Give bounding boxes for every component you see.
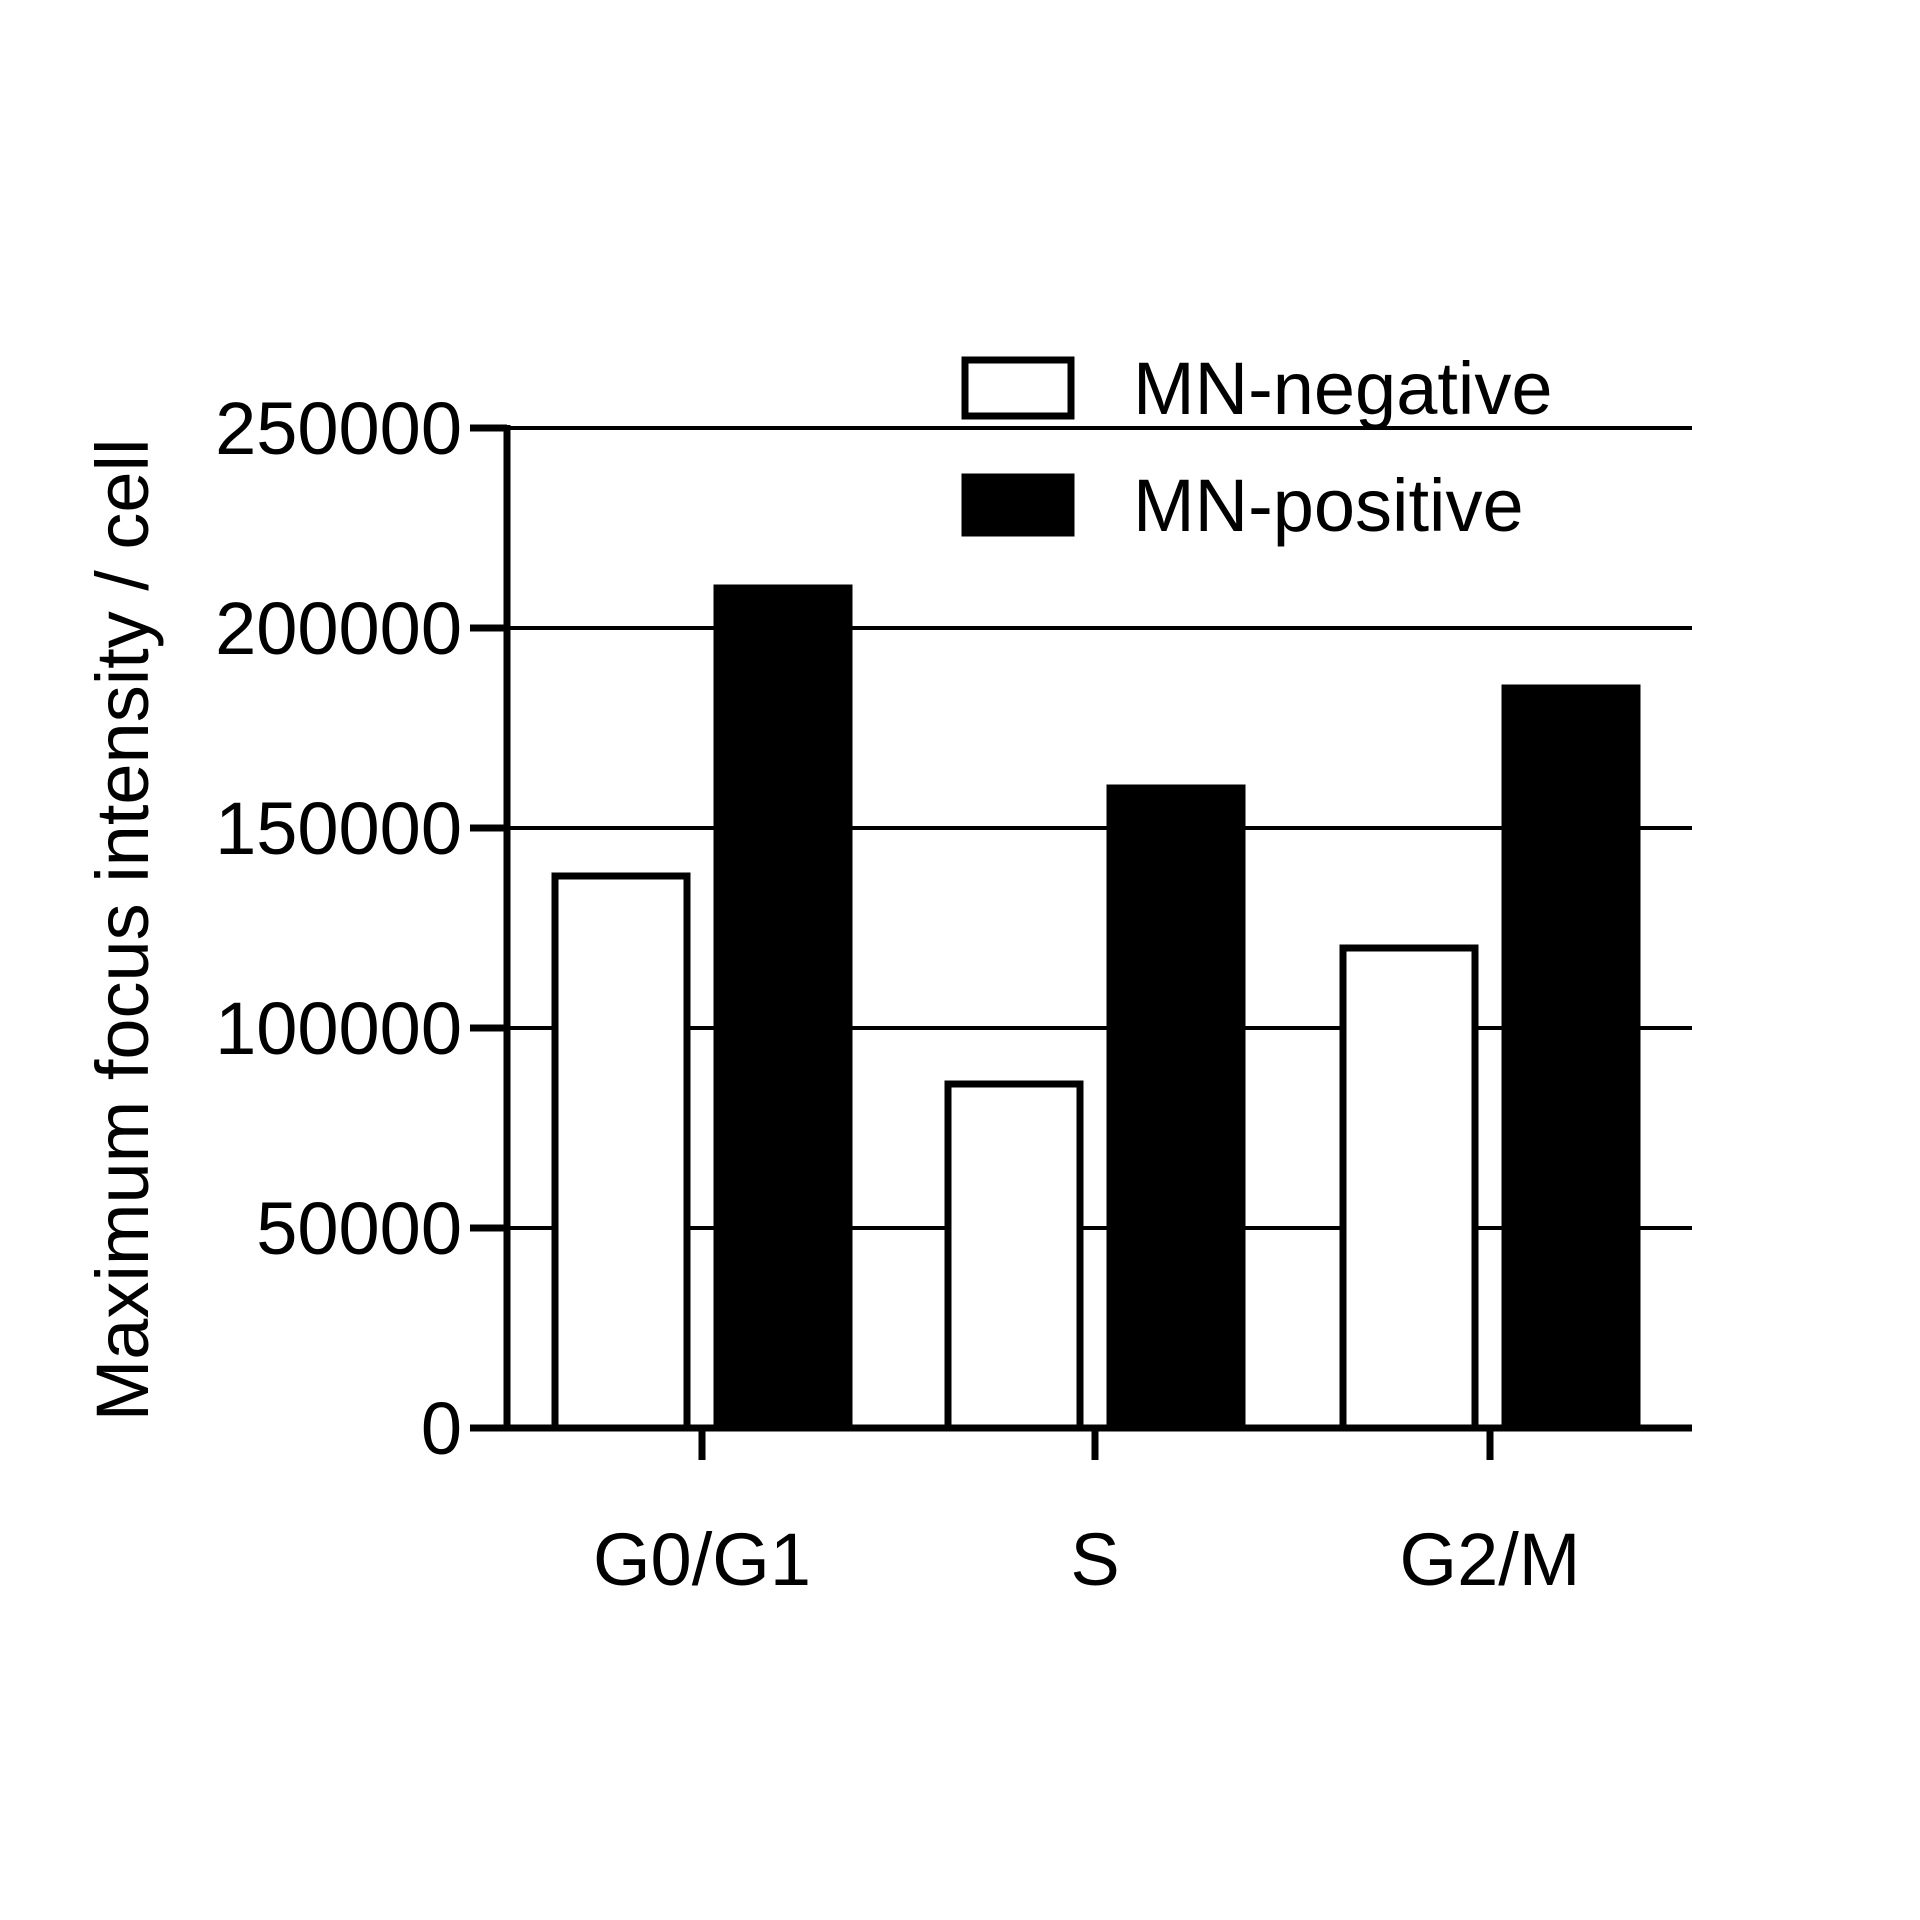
legend-swatch-mn-positive — [961, 473, 1075, 537]
legend-label-mn-positive: MN-positive — [1133, 464, 1524, 547]
y-tick-label: 0 — [421, 1387, 462, 1470]
bar-mn-positive-g0-g1 — [713, 584, 853, 1432]
x-tick-label: G0/G1 — [593, 1518, 811, 1601]
x-tick-label: S — [1070, 1518, 1119, 1601]
legend-label-mn-negative: MN-negative — [1133, 347, 1553, 430]
bar-mn-positive-g2-m — [1501, 684, 1641, 1432]
bar-mn-positive-s — [1106, 784, 1246, 1432]
y-axis-title: Maximum focus intensity / cell — [81, 439, 164, 1422]
legend-swatch-mn-negative — [961, 356, 1075, 420]
y-tick-label: 150000 — [215, 787, 462, 870]
y-ticks: 0 50000 100000 150000 200000 250000 — [215, 387, 507, 1470]
x-tick-label: G2/M — [1400, 1518, 1581, 1601]
y-tick-label: 250000 — [215, 387, 462, 470]
gridlines — [507, 426, 1692, 1230]
bar-mn-negative-s — [944, 1080, 1084, 1432]
y-tick-label: 200000 — [215, 587, 462, 670]
y-tick-label: 50000 — [256, 1187, 462, 1270]
bar-mn-negative-g0-g1 — [551, 872, 691, 1432]
bars — [551, 584, 1641, 1432]
legend: MN-negative MN-positive — [961, 347, 1553, 547]
bar-mn-negative-g2-m — [1339, 944, 1479, 1432]
y-tick-label: 100000 — [215, 987, 462, 1070]
x-ticks: G0/G1 S G2/M — [593, 1428, 1580, 1601]
